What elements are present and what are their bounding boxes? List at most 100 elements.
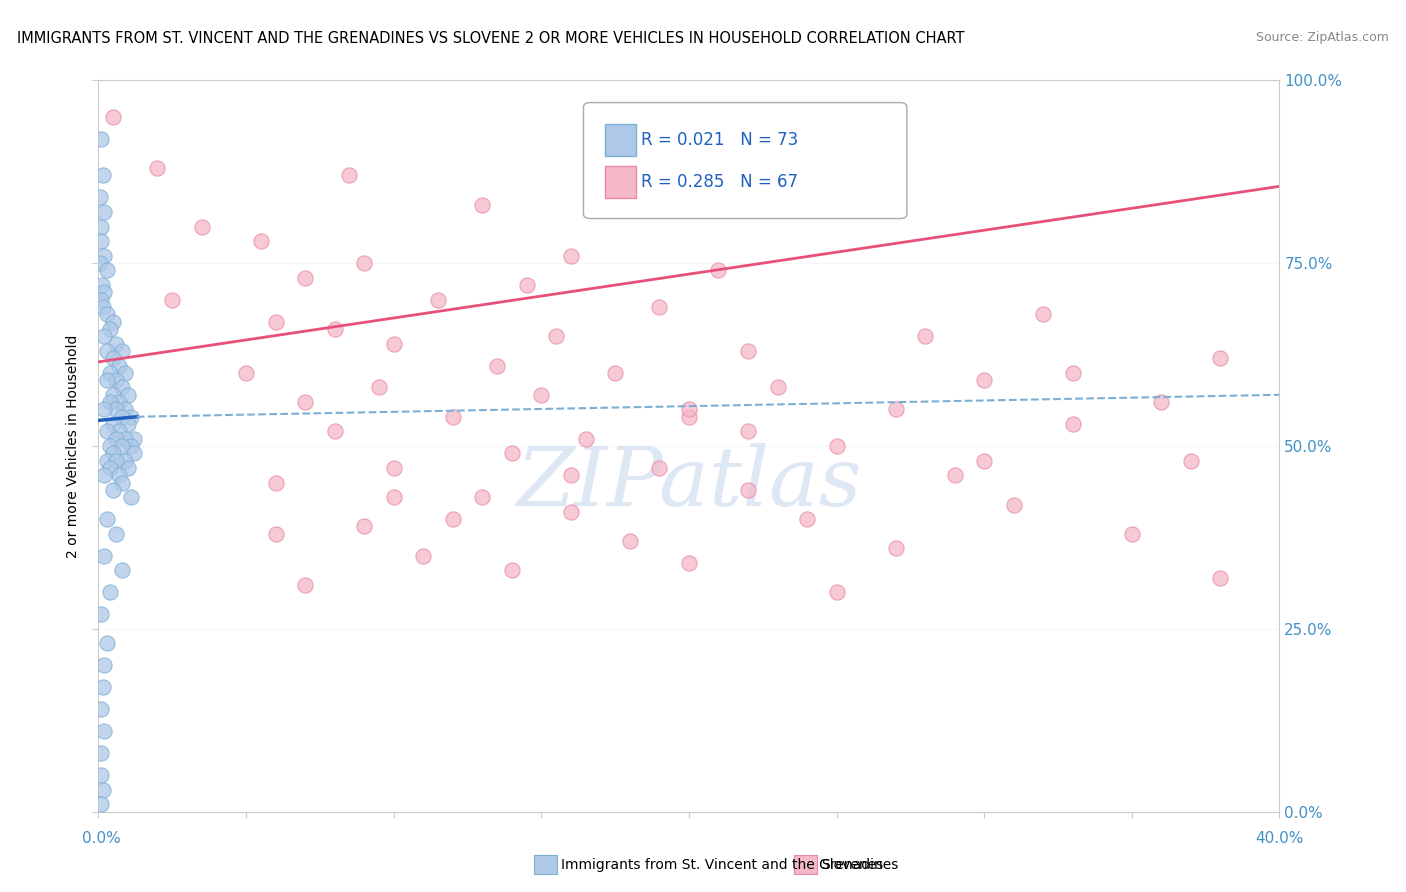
Point xyxy=(93,724,115,739)
Point xyxy=(103,351,125,366)
Point xyxy=(117,388,139,402)
Point xyxy=(294,578,316,592)
Point xyxy=(111,439,134,453)
Point xyxy=(96,425,118,439)
Point xyxy=(560,505,582,519)
Point xyxy=(678,402,700,417)
Point xyxy=(1150,395,1173,409)
Point xyxy=(471,490,494,504)
Point xyxy=(122,432,145,446)
Point xyxy=(90,768,112,782)
Point xyxy=(605,366,627,380)
Text: Source: ZipAtlas.com: Source: ZipAtlas.com xyxy=(1256,31,1389,45)
Point xyxy=(530,388,553,402)
Text: 40.0%: 40.0% xyxy=(1256,831,1303,846)
Point xyxy=(117,417,139,431)
Point xyxy=(678,556,700,570)
Point xyxy=(973,373,995,387)
Point xyxy=(111,563,134,577)
Point xyxy=(93,468,115,483)
Point xyxy=(96,512,118,526)
Point xyxy=(96,307,118,321)
Point xyxy=(516,278,538,293)
Point xyxy=(117,461,139,475)
Point xyxy=(382,461,405,475)
Point xyxy=(103,417,125,431)
Text: 0.0%: 0.0% xyxy=(82,831,121,846)
Point xyxy=(264,526,287,541)
Point xyxy=(825,439,848,453)
Point xyxy=(105,402,128,417)
Point xyxy=(648,300,671,314)
Point xyxy=(105,373,128,387)
Point xyxy=(737,425,759,439)
Point xyxy=(91,278,114,293)
Point xyxy=(191,219,214,234)
Point xyxy=(471,197,494,211)
Text: R = 0.285   N = 67: R = 0.285 N = 67 xyxy=(641,173,799,191)
Point xyxy=(441,512,464,526)
Text: R = 0.021   N = 73: R = 0.021 N = 73 xyxy=(641,131,799,149)
Point xyxy=(91,782,114,797)
Point xyxy=(546,329,568,343)
Point xyxy=(114,453,136,467)
Point xyxy=(108,359,131,373)
Point xyxy=(90,702,112,716)
Point xyxy=(111,343,134,358)
Point xyxy=(96,373,118,387)
Point xyxy=(114,366,136,380)
Point xyxy=(91,681,114,695)
Point xyxy=(98,439,121,453)
Point xyxy=(427,293,450,307)
Point xyxy=(98,585,121,599)
Point xyxy=(114,432,136,446)
Point xyxy=(943,468,966,483)
Point xyxy=(796,512,818,526)
Point xyxy=(1062,417,1084,431)
Point xyxy=(96,636,118,650)
Point xyxy=(353,256,375,270)
Point xyxy=(103,388,125,402)
Point xyxy=(111,380,134,394)
Point xyxy=(382,336,405,351)
Point xyxy=(90,797,112,812)
Point xyxy=(250,234,273,248)
Point xyxy=(1209,571,1232,585)
Point xyxy=(103,483,125,497)
Point xyxy=(323,322,346,336)
Point xyxy=(108,468,131,483)
Point xyxy=(122,446,145,460)
Point xyxy=(89,190,111,204)
Text: ZIPatlas: ZIPatlas xyxy=(516,442,862,523)
Point xyxy=(339,169,361,183)
Point xyxy=(825,585,848,599)
Point xyxy=(323,425,346,439)
Point xyxy=(93,329,115,343)
Point xyxy=(93,205,115,219)
Point xyxy=(235,366,257,380)
Point xyxy=(93,549,115,563)
Point xyxy=(93,658,115,673)
Point xyxy=(914,329,936,343)
Point xyxy=(108,425,131,439)
Point xyxy=(264,315,287,329)
Point xyxy=(98,366,121,380)
Point xyxy=(93,285,115,300)
Point xyxy=(486,359,509,373)
Point xyxy=(1209,351,1232,366)
Point xyxy=(382,490,405,504)
Point xyxy=(103,315,125,329)
Point xyxy=(766,380,789,394)
Point xyxy=(114,402,136,417)
Point xyxy=(146,161,169,175)
Point xyxy=(1062,366,1084,380)
Point xyxy=(678,409,700,424)
Point xyxy=(91,169,114,183)
Point xyxy=(96,453,118,467)
Point xyxy=(120,439,142,453)
Point xyxy=(108,395,131,409)
Point xyxy=(89,256,111,270)
Point xyxy=(648,461,671,475)
Point xyxy=(103,110,125,124)
Point xyxy=(120,490,142,504)
